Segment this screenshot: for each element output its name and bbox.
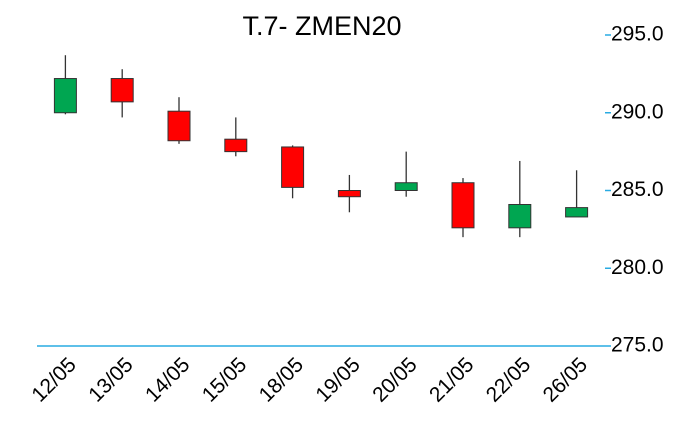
x-tick-label: 19/05 [311, 353, 364, 406]
candle-body [451, 182, 475, 229]
x-tick-label: 15/05 [198, 353, 251, 406]
x-tick-label: 22/05 [482, 353, 535, 406]
x-tick-label: 20/05 [368, 353, 421, 406]
candle-body [224, 138, 248, 153]
x-tick-label: 12/05 [27, 353, 80, 406]
candle-body [337, 190, 361, 198]
candle-body [167, 110, 191, 142]
candle-body [565, 207, 589, 218]
x-tick-label: 21/05 [425, 353, 478, 406]
x-tick-label: 13/05 [84, 353, 137, 406]
x-tick-label: 18/05 [255, 353, 308, 406]
candle-body [281, 146, 305, 188]
candle-body [394, 182, 418, 192]
candle-body [110, 78, 134, 103]
y-tick-label: 295.0 [611, 23, 664, 46]
y-tick-label: 285.0 [611, 178, 664, 201]
candle-body [508, 203, 532, 229]
y-tick-label: 290.0 [611, 100, 664, 123]
x-tick-label: 14/05 [141, 353, 194, 406]
x-tick-label: 26/05 [539, 353, 592, 406]
candle-body [53, 78, 77, 114]
chart-title: T.7- ZMEN20 [242, 11, 401, 41]
y-tick-label: 275.0 [611, 334, 664, 357]
y-tick-label: 280.0 [611, 256, 664, 279]
